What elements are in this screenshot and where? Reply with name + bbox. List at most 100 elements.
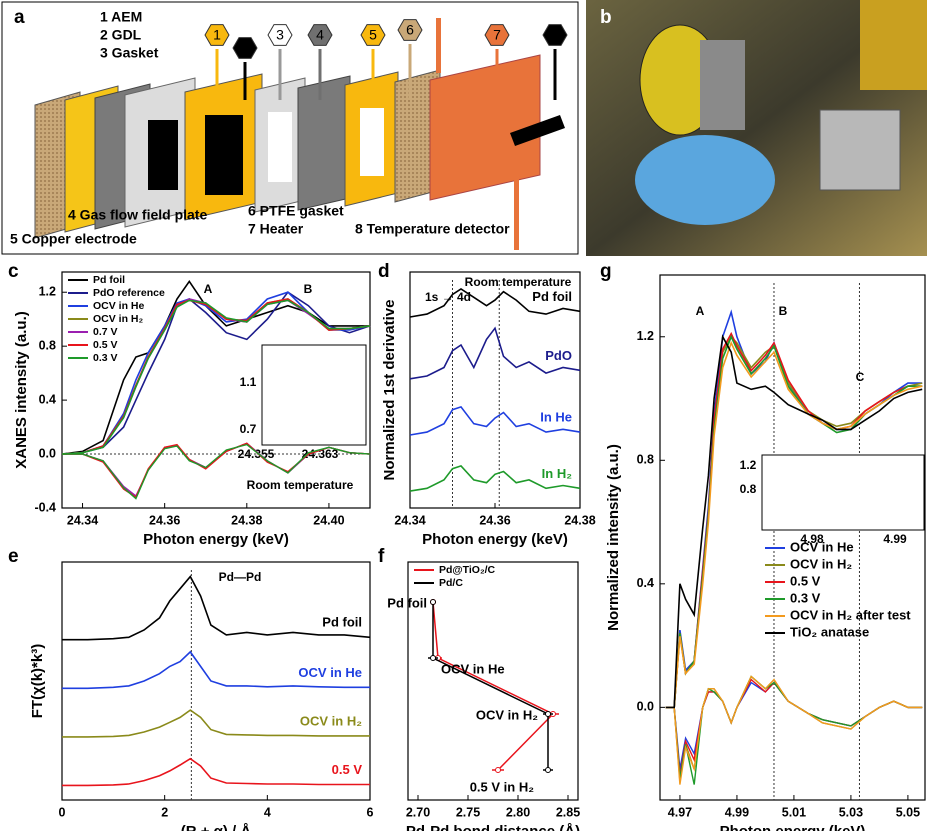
x-tick-label: 2.85 (556, 805, 580, 819)
derivative-line (666, 677, 923, 785)
annotation: 0.7 (240, 422, 257, 436)
cell (700, 40, 745, 130)
y-tick-label: -0.4 (34, 500, 56, 514)
legend-label: 0.5 V (93, 339, 118, 351)
legend-label: OCV in H₂ (790, 556, 852, 571)
figure: a1 AEM2 GDL3 Gasket4 Gas flow field plat… (0, 0, 927, 831)
y-axis-label: XANES intensity (a.u.) (13, 311, 30, 469)
x-tick-label: 6 (367, 805, 374, 819)
y-tick-label: 0.0 (39, 446, 56, 460)
category-label: 0.5 V in H₂ (470, 779, 535, 794)
x-tick-label: 24.38 (231, 513, 262, 527)
diagram-legend: 1 AEM (100, 9, 142, 25)
panel-label: g (600, 261, 612, 282)
series-line (62, 759, 370, 786)
panel-label: d (378, 261, 390, 282)
annotation: B (779, 304, 788, 318)
diagram-legend: 6 PTFE gasket (248, 203, 344, 219)
plot-frame (62, 562, 370, 800)
x-axis-label: Photon energy (keV) (720, 823, 866, 831)
x-tick-label: 5.05 (896, 805, 920, 819)
hexagon-label: 2 (241, 40, 249, 56)
legend-label: PdO reference (93, 287, 165, 299)
x-tick-label: 5.01 (782, 805, 806, 819)
inset-frame (262, 345, 366, 445)
legend-label: OCV in He (93, 300, 145, 312)
diagram-legend: 8 Temperature detector (355, 221, 510, 237)
category-label: Pd foil (387, 595, 427, 610)
hexagon-label: 3 (276, 27, 284, 43)
annotation: 4.99 (883, 532, 907, 546)
hexagon-label: 7 (493, 27, 501, 43)
x-tick-label: 2.80 (506, 805, 530, 819)
diagram-legend: 3 Gasket (100, 45, 159, 61)
plate-window (148, 120, 178, 190)
legend-label: OCV in H₂ after test (790, 607, 911, 622)
x-tick-label: 24.36 (479, 513, 510, 527)
category-label: OCV in H₂ (476, 707, 538, 722)
series-label: OCV in He (298, 665, 362, 680)
x-tick-label: 4.97 (668, 805, 692, 819)
point (496, 768, 501, 773)
holder (820, 110, 900, 190)
lead (514, 175, 519, 250)
derivative-line (666, 680, 923, 776)
legend-label: OCV in H₂ (93, 313, 144, 325)
annotation: Pd—Pd (219, 570, 262, 584)
x-tick-label: 4.99 (725, 805, 749, 819)
plate (298, 76, 350, 210)
hexagon-label: 6 (406, 22, 414, 38)
annotation: 1s → 4d (425, 290, 471, 304)
annotation: Room temperature (247, 478, 354, 492)
series-label: In He (540, 410, 572, 425)
y-tick-label: 0.8 (39, 338, 56, 352)
x-tick-label: 2.70 (406, 805, 430, 819)
plate-window (360, 108, 384, 176)
hexagon-label: 4 (316, 27, 324, 43)
legend-label: Pd@TiO₂/C (439, 564, 496, 576)
x-tick-label: 0 (59, 805, 66, 819)
panel-label: f (378, 546, 385, 567)
legend-label: 0.3 V (790, 590, 821, 605)
series-label: Pd foil (532, 289, 572, 304)
window (860, 0, 927, 90)
panel-label: a (14, 7, 25, 28)
annotation: A (696, 304, 705, 318)
annotation: 1.2 (740, 458, 757, 472)
x-tick-label: 4 (264, 805, 271, 819)
x-axis-label: Photon energy (keV) (143, 531, 289, 548)
plate-window (268, 112, 292, 182)
x-tick-label: 24.34 (67, 513, 98, 527)
y-tick-label: 0.4 (39, 392, 56, 406)
y-tick-label: 0.0 (637, 700, 654, 714)
plate-window (205, 115, 243, 195)
x-tick-label: 24.40 (313, 513, 344, 527)
series-line (433, 602, 553, 770)
legend-label: Pd foil (93, 274, 125, 286)
series-label: PdO (545, 348, 572, 363)
x-tick-label: 24.36 (149, 513, 180, 527)
x-axis-label: (R + α) / Å (181, 823, 252, 831)
y-tick-label: 0.8 (637, 453, 654, 467)
y-tick-label: 0.4 (637, 576, 654, 590)
diagram-legend: 5 Copper electrode (10, 231, 137, 247)
annotation: 0.8 (740, 482, 757, 496)
x-tick-label: 24.34 (394, 513, 425, 527)
legend-label: Pd/C (439, 577, 463, 589)
series-label: 0.5 V (332, 762, 363, 777)
lead (436, 18, 441, 73)
panel-label: c (8, 261, 19, 282)
series-line (433, 602, 548, 770)
diagram-legend: 2 GDL (100, 27, 142, 43)
derivative-line (666, 677, 923, 785)
category-label: OCV in He (441, 661, 505, 676)
photo (586, 0, 927, 256)
x-axis-label: Photon energy (keV) (422, 531, 568, 548)
x-tick-label: 2 (161, 805, 168, 819)
series-label: In H₂ (542, 466, 573, 481)
hexagon-label: 1 (213, 27, 221, 43)
annotation: 1.1 (240, 375, 257, 389)
derivative-line (666, 677, 923, 782)
heater (430, 55, 540, 200)
legend-label: 0.7 V (93, 326, 118, 338)
